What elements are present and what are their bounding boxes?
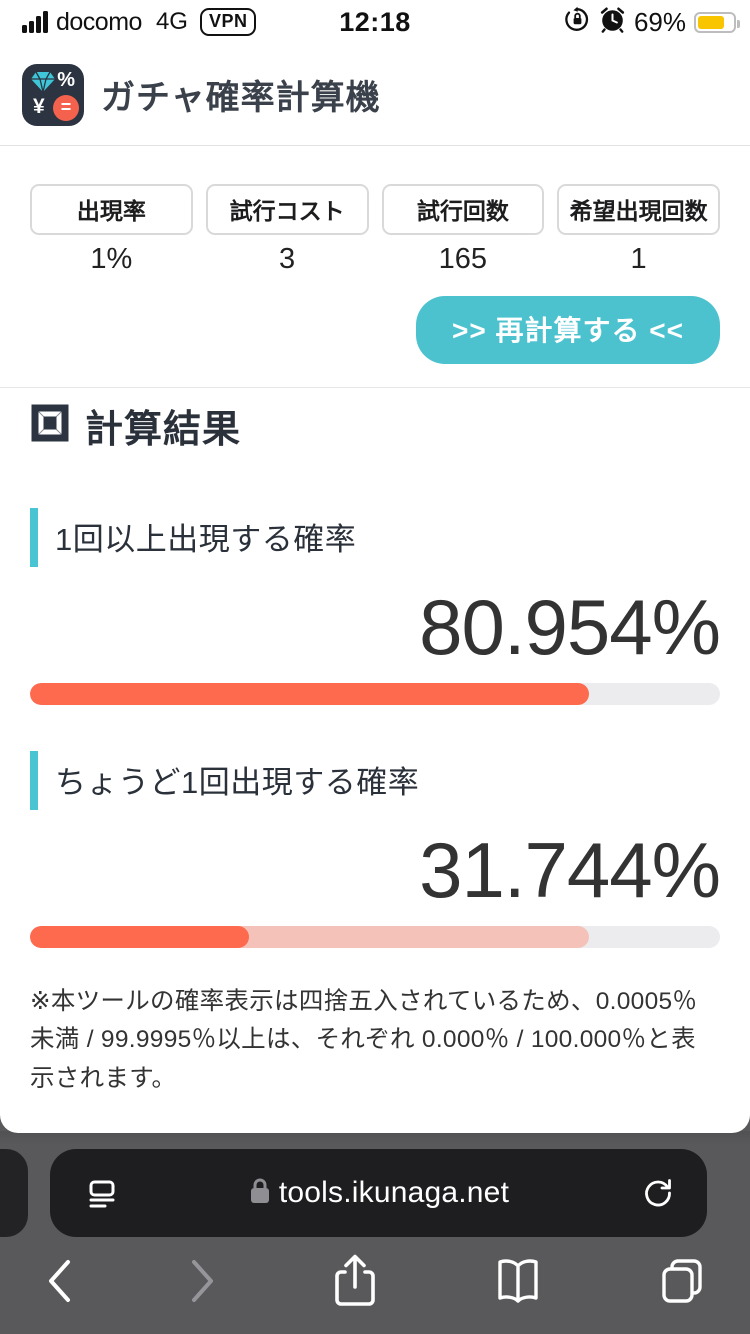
signal-strength-icon — [22, 11, 48, 33]
battery-icon — [694, 11, 740, 33]
progress-fill — [30, 682, 589, 705]
param-value-trial-cost[interactable]: 3 — [279, 243, 296, 275]
results-icon — [30, 403, 70, 448]
param-value-desired-count[interactable]: 1 — [630, 243, 647, 275]
reader-icon[interactable] — [84, 1175, 120, 1211]
param-chip-appearance-rate[interactable]: 出現率 — [30, 184, 193, 235]
bookmarks-icon[interactable] — [492, 1257, 544, 1305]
page-content: docomo 4G VPN 12:18 — [0, 0, 750, 1133]
param-chip-trial-count[interactable]: 試行回数 — [381, 184, 545, 235]
param-value-appearance-rate[interactable]: 1% — [90, 243, 133, 275]
result-value: 80.954% — [419, 583, 721, 671]
accent-bar — [30, 750, 38, 810]
param-value-trial-count[interactable]: 165 — [438, 243, 488, 275]
parameters-section: 出現率 試行コスト 試行回数 希望出現回数 1% 3 165 1 >> 再計算す… — [0, 147, 750, 388]
orientation-lock-icon — [564, 6, 591, 38]
safari-bottom-chrome: tools.ikunaga.net — [0, 1131, 750, 1334]
result-title: 1回以上出現する確率 — [55, 522, 357, 557]
progress-fill — [30, 925, 250, 948]
vpn-badge: VPN — [199, 8, 257, 36]
status-bar: docomo 4G VPN 12:18 — [0, 0, 750, 44]
param-chip-trial-cost[interactable]: 試行コスト — [205, 184, 369, 235]
results-heading: 計算結果 — [85, 409, 242, 451]
reload-icon[interactable] — [639, 1174, 677, 1212]
result-progress-bar — [30, 925, 720, 948]
result-progress-bar — [30, 682, 720, 705]
back-button[interactable] — [44, 1257, 74, 1305]
accent-bar — [30, 508, 38, 567]
param-chip-desired-count[interactable]: 希望出現回数 — [557, 184, 720, 235]
url-label[interactable]: tools.ikunaga.net — [278, 1176, 510, 1209]
result-at-least-once: 1回以上出現する確率 80.954% — [0, 508, 750, 705]
carrier-label: docomo — [56, 7, 142, 36]
recalculate-button[interactable]: >> 再計算する << — [416, 296, 720, 364]
rounding-note: ※本ツールの確率表示は四捨五入されているため、0.0005％未満 / 99.99… — [30, 987, 698, 1092]
result-exactly-once: ちょうど1回出現する確率 31.744% — [0, 750, 750, 948]
battery-percent-label: 69% — [633, 6, 686, 37]
adjacent-tab-peek[interactable] — [0, 1149, 28, 1237]
clock-label: 12:18 — [339, 6, 411, 37]
app-logo-icon[interactable]: % ¥ = — [22, 63, 84, 126]
result-title: ちょうど1回出現する確率 — [55, 764, 420, 800]
tabs-icon[interactable] — [658, 1256, 706, 1306]
forward-button — [188, 1257, 218, 1305]
alarm-icon — [599, 6, 626, 38]
page-title[interactable]: ガチャ確率計算機 — [101, 79, 381, 117]
divider — [0, 387, 750, 388]
network-type-label: 4G — [155, 8, 188, 35]
logo-percent-glyph: % — [57, 68, 75, 91]
address-bar[interactable]: tools.ikunaga.net — [50, 1149, 707, 1237]
logo-yen-glyph: ¥ — [33, 94, 45, 118]
logo-equals-glyph: = — [53, 94, 79, 121]
safari-toolbar — [0, 1237, 750, 1334]
results-section: 計算結果 1回以上出現する確率 80.954% ちょうど1回出現する確率 31.… — [0, 360, 750, 1098]
site-header: % ¥ = ガチャ確率計算機 — [0, 44, 750, 146]
share-icon[interactable] — [332, 1253, 378, 1309]
lock-icon — [250, 1178, 270, 1209]
result-value: 31.744% — [419, 825, 721, 914]
